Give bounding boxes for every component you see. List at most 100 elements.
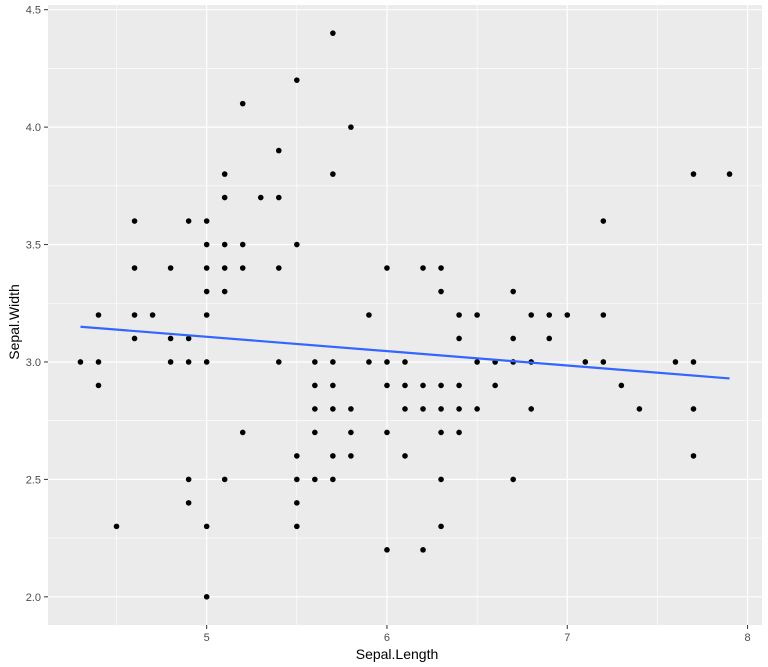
x-tick-label: 5 xyxy=(204,632,210,644)
data-point xyxy=(618,382,625,389)
y-tick-label: 4.5 xyxy=(26,5,41,17)
data-point xyxy=(294,476,300,483)
data-point xyxy=(185,218,192,224)
data-point xyxy=(185,335,192,342)
data-point xyxy=(221,288,228,295)
data-point xyxy=(330,30,336,36)
data-point xyxy=(438,288,444,295)
data-point xyxy=(167,359,174,365)
data-point xyxy=(203,312,210,318)
data-point xyxy=(402,406,408,412)
x-axis-ticks: 5 6 7 8 xyxy=(204,625,751,644)
data-point xyxy=(221,265,228,271)
data-point xyxy=(510,335,516,342)
x-tick-label: 7 xyxy=(564,632,570,644)
y-tick-label: 2.5 xyxy=(26,474,41,486)
data-point xyxy=(203,265,210,271)
data-point xyxy=(330,171,336,177)
data-point xyxy=(672,359,679,365)
data-point xyxy=(456,382,462,389)
data-point xyxy=(294,500,300,506)
data-point xyxy=(348,406,354,412)
data-point xyxy=(257,194,264,201)
data-point xyxy=(203,288,210,295)
data-point xyxy=(221,194,228,201)
data-point xyxy=(294,453,300,459)
data-point xyxy=(456,429,462,436)
data-point xyxy=(438,382,444,389)
data-point xyxy=(348,429,354,436)
data-point xyxy=(474,359,480,365)
data-point xyxy=(456,312,462,318)
data-point xyxy=(636,406,643,412)
data-point xyxy=(149,312,156,318)
data-point xyxy=(438,406,444,412)
data-point xyxy=(582,359,589,365)
data-point xyxy=(167,265,174,271)
data-point xyxy=(203,594,210,600)
x-tick-label: 8 xyxy=(745,632,751,644)
y-axis-title: Sepal.Width xyxy=(6,284,22,359)
y-tick-label: 3.0 xyxy=(26,357,41,369)
data-point xyxy=(564,312,571,318)
data-point xyxy=(420,265,426,271)
data-point xyxy=(275,265,282,271)
data-point xyxy=(474,406,480,412)
data-point xyxy=(185,359,192,365)
data-point xyxy=(95,312,102,318)
data-point xyxy=(474,312,480,318)
data-point xyxy=(420,547,426,553)
data-point xyxy=(294,523,300,530)
data-point xyxy=(113,523,120,530)
data-point xyxy=(528,406,535,412)
data-point xyxy=(275,194,282,201)
data-point xyxy=(131,265,138,271)
data-point xyxy=(239,241,246,248)
y-tick-label: 4.0 xyxy=(26,122,41,134)
x-axis-title: Sepal.Length xyxy=(356,646,439,662)
data-point xyxy=(330,476,336,483)
data-point xyxy=(402,453,408,459)
trend-line xyxy=(80,325,730,380)
y-tick-label: 2.0 xyxy=(26,592,41,604)
data-point xyxy=(294,241,300,248)
data-point xyxy=(384,359,390,365)
data-point xyxy=(456,335,462,342)
data-point xyxy=(185,476,192,483)
data-point xyxy=(221,476,228,483)
data-point xyxy=(95,359,102,365)
data-point xyxy=(239,100,246,107)
data-point xyxy=(402,382,408,389)
data-point xyxy=(420,406,426,412)
data-point xyxy=(528,312,535,318)
data-point xyxy=(185,500,192,506)
data-point xyxy=(330,359,336,365)
data-point xyxy=(312,359,318,365)
data-point xyxy=(95,382,102,389)
data-point xyxy=(221,241,228,248)
data-point xyxy=(438,429,444,436)
data-point xyxy=(510,288,516,295)
data-points xyxy=(77,30,733,600)
data-point xyxy=(438,523,444,530)
data-point xyxy=(366,359,372,365)
data-point xyxy=(330,453,336,459)
data-point xyxy=(438,265,444,271)
data-point xyxy=(492,382,498,389)
data-point xyxy=(239,429,246,436)
data-point xyxy=(384,547,390,553)
plot-panel xyxy=(48,5,762,625)
data-point xyxy=(366,312,372,318)
data-point xyxy=(275,147,282,154)
data-point xyxy=(221,171,228,177)
data-point xyxy=(690,171,697,177)
data-point xyxy=(312,429,318,436)
data-point xyxy=(167,335,174,342)
data-point xyxy=(330,406,336,412)
data-point xyxy=(131,218,138,224)
data-point xyxy=(690,359,697,365)
data-point xyxy=(312,476,318,483)
y-axis-ticks: 2.0 2.5 3.0 3.5 4.0 4.5 xyxy=(26,5,48,604)
data-point xyxy=(312,406,318,412)
